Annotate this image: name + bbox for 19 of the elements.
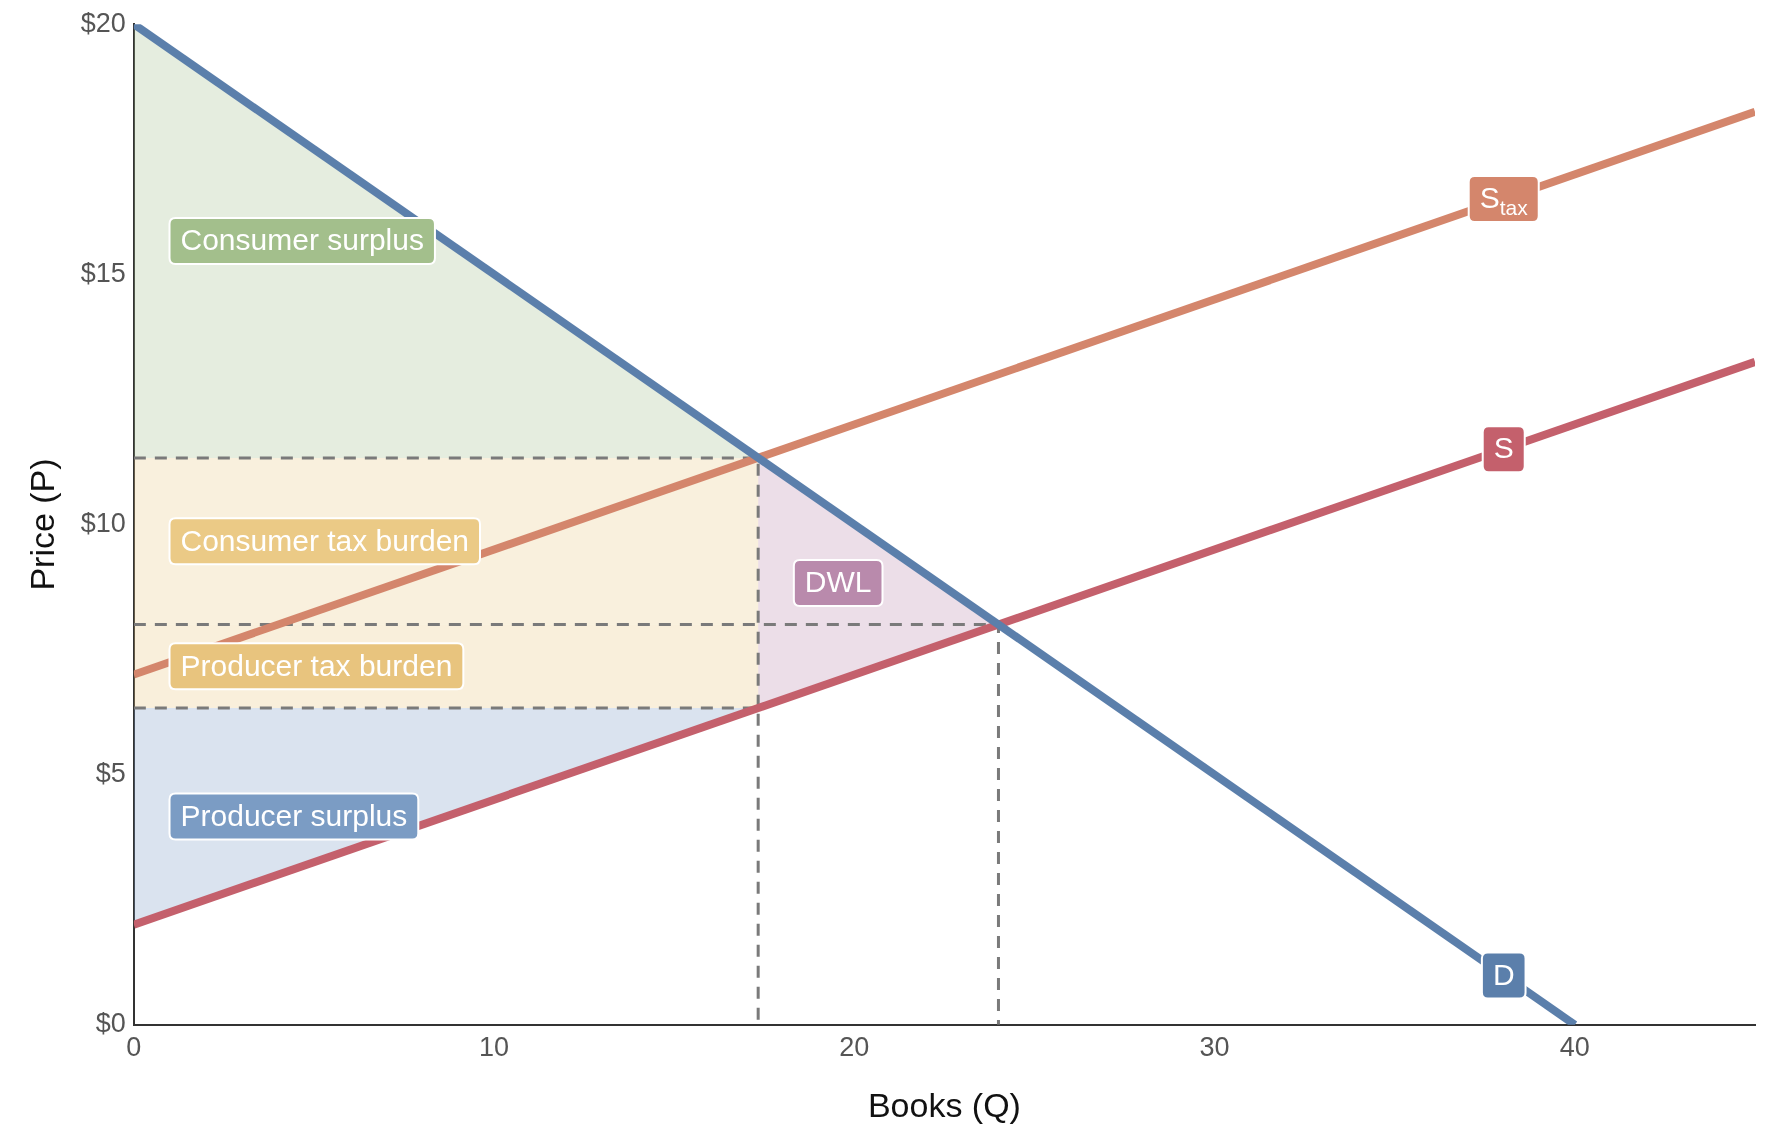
series-label: Consumer tax burden	[180, 523, 470, 557]
y-tick-label: $20	[80, 7, 126, 38]
series-label: Producer tax burden	[180, 648, 453, 682]
x-tick-label: 30	[1199, 1032, 1230, 1063]
series-label: Producer surplus	[180, 798, 408, 832]
y-tick-label: $10	[80, 507, 126, 538]
x-axis-title: Books (Q)	[867, 1085, 1021, 1124]
y-axis-title: Price (P)	[22, 458, 61, 591]
x-tick-label: 0	[126, 1032, 142, 1063]
x-tick-label: 20	[839, 1032, 870, 1063]
x-tick-label: 10	[479, 1032, 510, 1063]
series-label: S	[1493, 431, 1514, 465]
series-label: Consumer surplus	[180, 223, 424, 257]
series-label: D	[1492, 957, 1515, 991]
x-tick-label: 40	[1559, 1032, 1590, 1063]
series-label: DWL	[804, 565, 872, 599]
y-tick-label: $0	[95, 1008, 126, 1039]
y-tick-label: $5	[95, 758, 126, 789]
y-tick-label: $15	[80, 257, 126, 288]
